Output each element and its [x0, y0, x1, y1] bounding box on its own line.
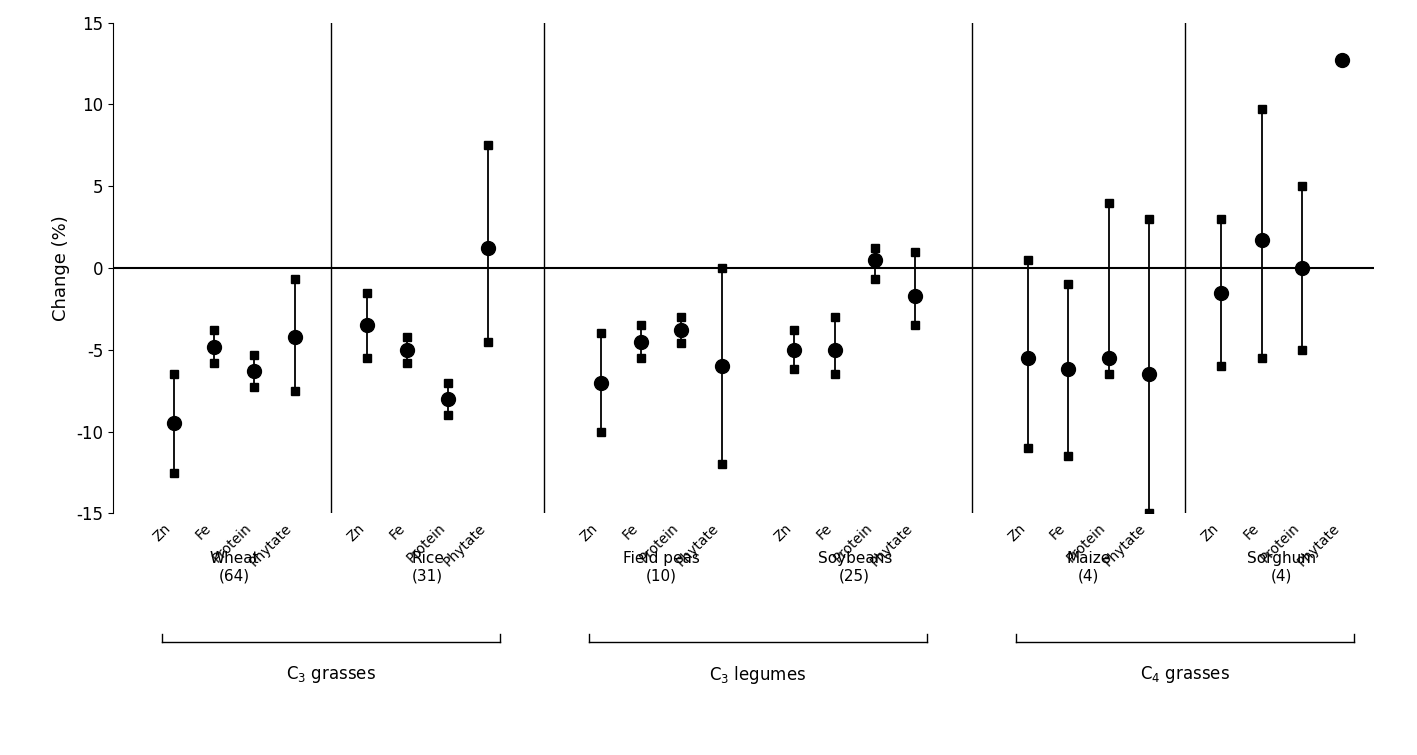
- Text: C$_3$ grasses: C$_3$ grasses: [286, 664, 376, 686]
- Text: Soybeans
(25): Soybeans (25): [818, 551, 891, 584]
- Text: Wheat
(64): Wheat (64): [210, 551, 259, 584]
- Text: Sorghum
(4): Sorghum (4): [1247, 551, 1316, 584]
- Text: C$_3$ legumes: C$_3$ legumes: [710, 664, 806, 686]
- Text: Rice
(31): Rice (31): [411, 551, 444, 584]
- Y-axis label: Change (%): Change (%): [51, 215, 69, 321]
- Text: Field peas
(10): Field peas (10): [623, 551, 700, 584]
- Text: Maize
(4): Maize (4): [1067, 551, 1111, 584]
- Text: C$_4$ grasses: C$_4$ grasses: [1141, 664, 1230, 686]
